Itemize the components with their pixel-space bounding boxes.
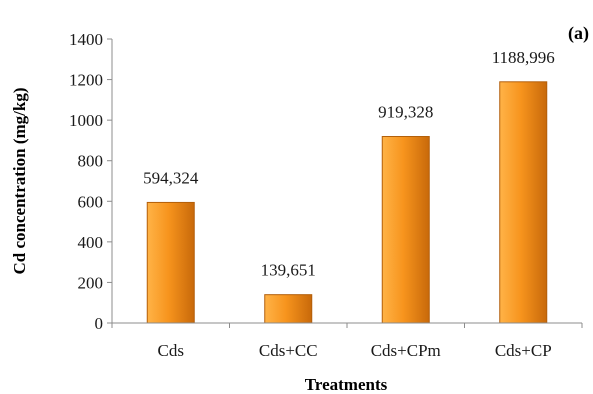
y-tick-label-6: 1200: [69, 71, 103, 90]
data-label-3: 1188,996: [492, 48, 555, 67]
bar-cds-cc: [264, 294, 313, 324]
x-tick-label-3: Cds+CP: [495, 341, 552, 360]
bar-cds-cp: [499, 81, 548, 324]
y-tick-label-3: 600: [78, 192, 104, 211]
bars-layer: [146, 81, 548, 324]
bar-cds-cpm: [381, 136, 430, 324]
data-label-1: 139,651: [261, 261, 316, 280]
x-tick-label-1: Cds+CC: [259, 341, 318, 360]
y-tick-label-2: 400: [78, 233, 104, 252]
panel-label: (a): [568, 23, 589, 44]
x-axis-title: Treatments: [305, 375, 388, 394]
data-label-2: 919,328: [378, 103, 433, 122]
bar-cds: [146, 201, 195, 324]
y-tick-label-0: 0: [95, 314, 104, 333]
x-tick-label-2: Cds+CPm: [371, 341, 441, 360]
y-tick-label-7: 1400: [69, 30, 103, 49]
data-label-0: 594,324: [143, 168, 199, 187]
y-axis-title: Cd concentration (mg/kg): [10, 88, 29, 275]
y-tick-label-1: 200: [78, 273, 104, 292]
y-tick-label-4: 800: [78, 152, 104, 171]
axes-layer: 0 200 400 600 800 1000 1200 1400 594,324 Cds 139,6…: [69, 30, 583, 360]
y-tick-label-5: 1000: [69, 111, 103, 130]
x-tick-label-0: Cds: [158, 341, 184, 360]
